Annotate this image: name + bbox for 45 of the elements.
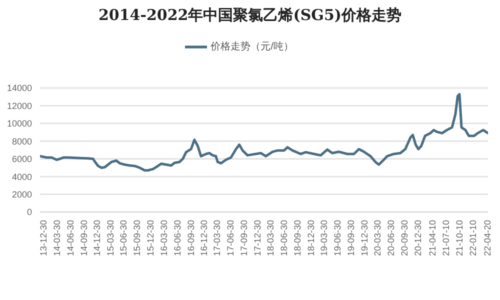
x-tick-label: 19-09-30 <box>346 220 356 256</box>
x-tick-label: 19-12-30 <box>359 220 370 256</box>
x-tick-label: 20-12-30 <box>412 220 423 256</box>
y-tick-label: 8000 <box>12 136 32 146</box>
x-tick-label: 15-12-30 <box>146 220 156 256</box>
x-tick-label: 21-07-10 <box>441 220 452 256</box>
x-tick-label: 20-06-30 <box>386 220 396 256</box>
y-tick-label: 6000 <box>12 154 32 164</box>
x-tick-label: 13-12-30 <box>38 220 49 256</box>
y-tick-label: 12000 <box>6 100 32 111</box>
x-tick-label: 18-09-30 <box>292 220 303 256</box>
x-tick-label: 18-12-30 <box>306 220 316 256</box>
x-tick-label: 20-09-30 <box>400 220 410 256</box>
y-tick-label: 4000 <box>12 172 32 182</box>
x-tick-label: 14-09-30 <box>78 220 89 256</box>
x-tick-label: 21-10-10 <box>454 220 464 256</box>
x-tick-label: 22-04-20 <box>482 220 493 256</box>
x-tick-label: 19-03-30 <box>319 220 330 256</box>
y-tick-label: 2000 <box>12 189 32 200</box>
x-tick-label: 19-06-30 <box>332 220 343 256</box>
x-tick-label: 15-06-30 <box>118 220 129 256</box>
y-tick-label: 0 <box>26 207 32 218</box>
x-tick-label: 14-12-30 <box>92 220 102 256</box>
x-tick-label: 16-06-30 <box>172 220 182 256</box>
legend-label: 价格走势（元/吨） <box>210 42 294 53</box>
x-tick-label: 17-09-30 <box>239 220 250 256</box>
x-tick-label: 18-06-30 <box>279 220 290 256</box>
x-tick-label: 17-12-30 <box>252 220 263 256</box>
x-tick-label: 22-01-10 <box>468 220 478 256</box>
x-tick-label: 16-09-30 <box>186 220 196 256</box>
chart-title: 2014-2022年中国聚氯乙烯(SG5)价格走势 <box>98 6 402 25</box>
x-tick-label: 15-03-30 <box>105 220 116 256</box>
x-tick-label: 17-03-30 <box>212 220 222 256</box>
x-tick-label: 16-12-30 <box>199 220 210 256</box>
x-tick-label: 14-03-30 <box>52 220 62 256</box>
y-tick-label: 10000 <box>6 118 32 129</box>
y-tick-label: 14000 <box>6 83 32 94</box>
x-tick-label: 14-06-30 <box>65 220 76 256</box>
x-tick-label: 20-03-30 <box>372 220 383 256</box>
x-tick-label: 15-09-30 <box>132 220 142 256</box>
x-tick-label: 21-04-10 <box>428 220 438 256</box>
line-series <box>40 92 488 172</box>
x-tick-label: 16-03-30 <box>158 220 169 256</box>
x-tick-label: 17-06-30 <box>226 220 236 256</box>
x-tick-label: 18-03-30 <box>266 220 276 256</box>
